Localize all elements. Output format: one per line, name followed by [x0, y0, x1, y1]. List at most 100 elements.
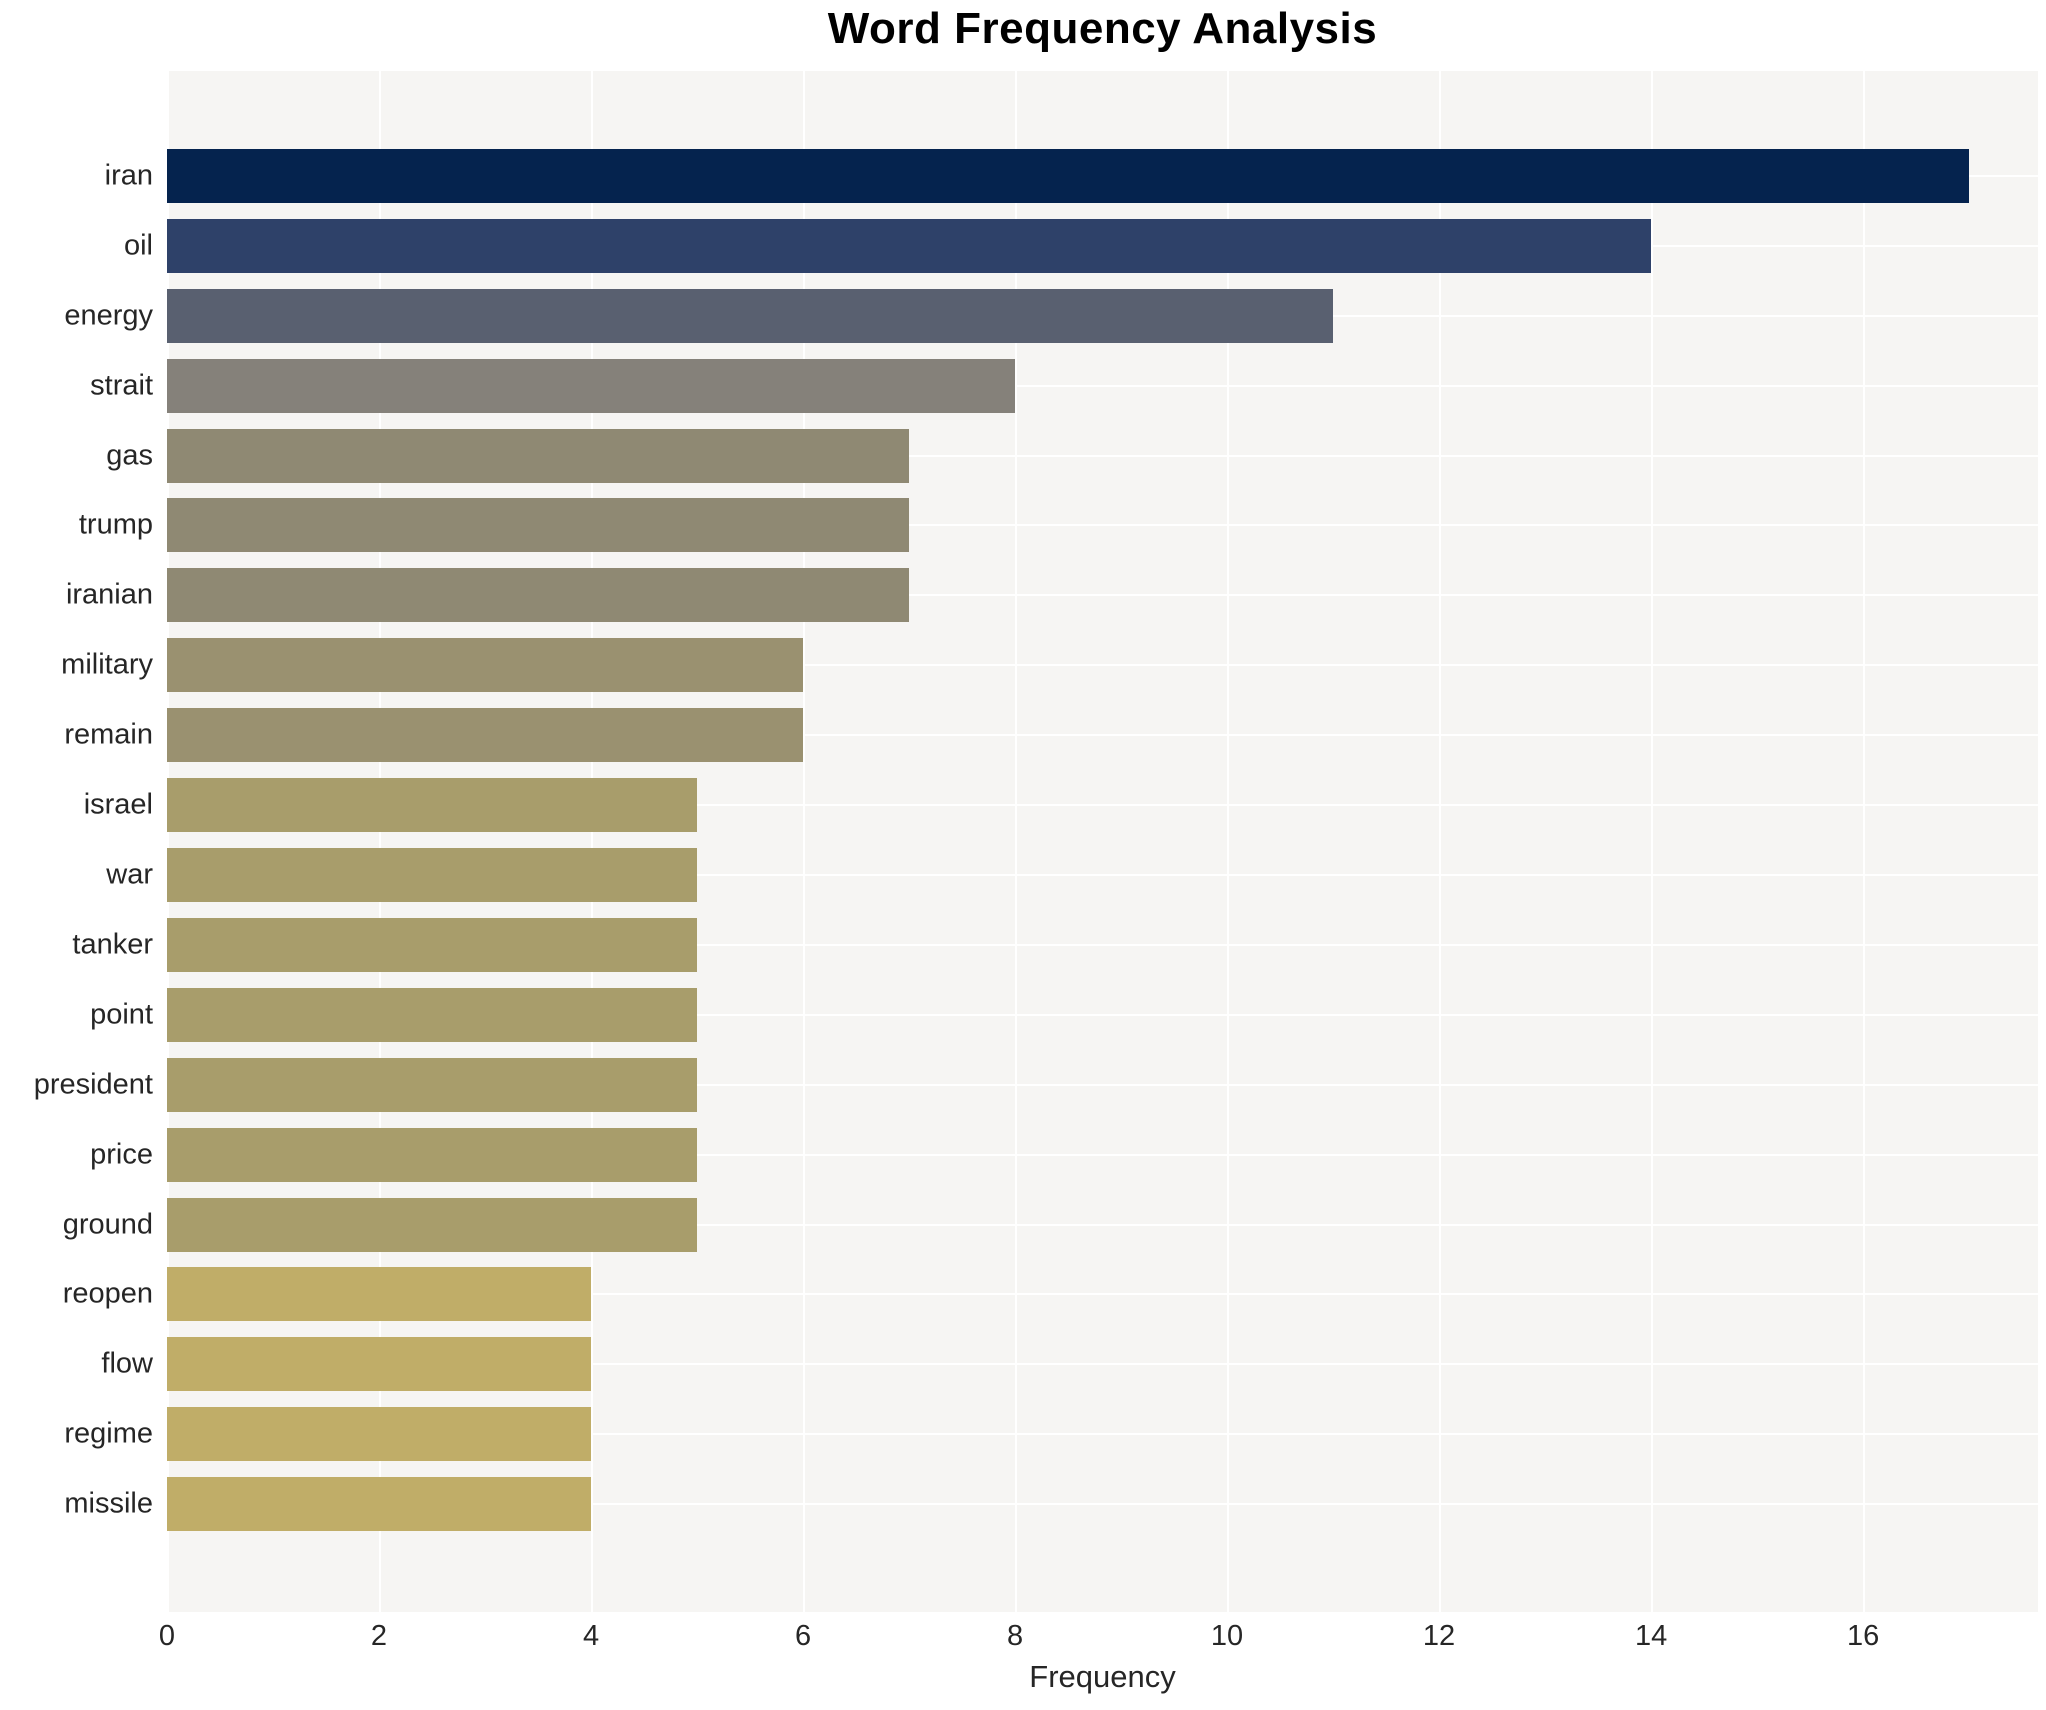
bar-price	[167, 1127, 698, 1182]
y-tick-label-energy: energy	[64, 299, 153, 332]
gridline	[167, 664, 2038, 667]
gridline	[803, 71, 806, 1612]
bar-gas	[167, 428, 910, 483]
gridline	[167, 1293, 2038, 1296]
bar-row: point	[90, 980, 2038, 1050]
y-tick-label-president: president	[33, 1068, 153, 1101]
gridline	[167, 1083, 2038, 1086]
bar-war	[167, 848, 698, 903]
bar-remain	[167, 708, 804, 763]
y-tick-label-price: price	[90, 1138, 153, 1171]
y-tick-label-strait: strait	[90, 369, 153, 402]
gridline	[1015, 71, 1018, 1612]
y-tick-label-tanker: tanker	[72, 928, 153, 961]
x-tick-label-4: 4	[582, 1620, 600, 1652]
bar-rows: iran oil energy strait gas trump iranian milita…	[34, 71, 2038, 1612]
x-tick-label-12: 12	[1422, 1620, 1456, 1652]
bar-row: gas	[106, 421, 2038, 491]
bar-iranian	[167, 568, 910, 623]
gridline	[167, 454, 2038, 457]
gridline	[167, 1363, 2038, 1366]
x-tick-label-2: 2	[370, 1620, 388, 1652]
bar-row: energy	[64, 281, 2038, 351]
bar-trump	[167, 498, 910, 553]
bar-reopen	[167, 1267, 592, 1322]
y-tick-label-israel: israel	[83, 788, 153, 821]
bar-strait	[167, 358, 1016, 413]
gridline	[1227, 71, 1230, 1612]
y-tick-label-gas: gas	[106, 439, 153, 472]
x-axis-label: Frequency	[1029, 1659, 1176, 1694]
y-tick-label-remain: remain	[64, 718, 153, 751]
gridline	[167, 594, 2038, 597]
bar-row: tanker	[72, 910, 2038, 980]
gridline	[379, 71, 381, 1612]
bar-point	[167, 987, 698, 1042]
y-tick-label-point: point	[90, 998, 153, 1031]
x-tick-label-10: 10	[1210, 1620, 1244, 1652]
y-tick-label-reopen: reopen	[62, 1277, 153, 1310]
bar-flow	[167, 1337, 592, 1392]
gridline	[167, 1503, 2038, 1506]
bar-row: flow	[101, 1329, 2038, 1399]
gridline	[167, 874, 2038, 877]
bar-row: strait	[90, 351, 2038, 421]
bar-row: iran	[105, 141, 2038, 211]
y-tick-label-missile: missile	[64, 1487, 153, 1520]
gridline	[167, 1013, 2038, 1016]
bar-row: remain	[64, 700, 2038, 770]
bar-energy	[167, 288, 1334, 343]
y-tick-label-military: military	[61, 648, 153, 681]
bar-row: oil	[124, 211, 2038, 281]
bar-military	[167, 638, 804, 693]
y-tick-label-war: war	[106, 858, 153, 891]
y-tick-label-flow: flow	[101, 1347, 153, 1380]
gridline	[1439, 71, 1442, 1612]
gridline	[1651, 71, 1654, 1612]
gridline	[167, 804, 2038, 807]
y-tick-label-regime: regime	[64, 1417, 153, 1450]
bar-row: missile	[64, 1469, 2038, 1539]
gridline	[167, 1153, 2038, 1156]
gridline	[167, 734, 2038, 737]
x-tick-label-8: 8	[1006, 1620, 1024, 1652]
y-tick-label-trump: trump	[78, 508, 153, 541]
gridline	[167, 1223, 2038, 1226]
bar-row: reopen	[63, 1260, 2038, 1330]
y-tick-label-iran: iran	[104, 159, 153, 192]
gridline	[1863, 71, 1866, 1612]
bar-row: trump	[79, 491, 2038, 561]
bar-row: iranian	[66, 560, 2038, 630]
chart-title: Word Frequency Analysis	[827, 4, 1378, 53]
x-tick-label-0: 0	[158, 1620, 176, 1652]
plot-area: iran oil energy strait gas trump iranian milita…	[34, 71, 2038, 1612]
bar-ground	[167, 1197, 698, 1252]
bar-regime	[167, 1407, 592, 1462]
bar-row: president	[34, 1050, 2038, 1120]
y-tick-label-oil: oil	[123, 229, 153, 262]
y-tick-label-iranian: iranian	[65, 578, 153, 611]
gridline	[167, 1433, 2038, 1436]
bar-oil	[167, 218, 1652, 273]
y-tick-label-ground: ground	[62, 1208, 153, 1241]
bar-missile	[167, 1477, 592, 1532]
x-tick-label-6: 6	[794, 1620, 812, 1652]
gridline	[167, 71, 169, 1612]
bar-row: war	[106, 840, 2038, 910]
bar-row: regime	[64, 1399, 2038, 1469]
gridline	[167, 384, 2038, 387]
gridline	[591, 71, 594, 1612]
gridline	[167, 524, 2038, 527]
bar-president	[167, 1057, 698, 1112]
bar-tanker	[167, 917, 698, 972]
x-tick-label-16: 16	[1846, 1620, 1880, 1652]
gridline	[167, 943, 2038, 946]
bar-row: ground	[63, 1190, 2038, 1260]
bar-iran	[167, 148, 1970, 203]
bar-israel	[167, 778, 698, 833]
x-tick-label-14: 14	[1634, 1620, 1668, 1652]
bar-row: military	[61, 630, 2038, 700]
bar-row: price	[90, 1120, 2038, 1190]
bar-row: israel	[84, 770, 2038, 840]
